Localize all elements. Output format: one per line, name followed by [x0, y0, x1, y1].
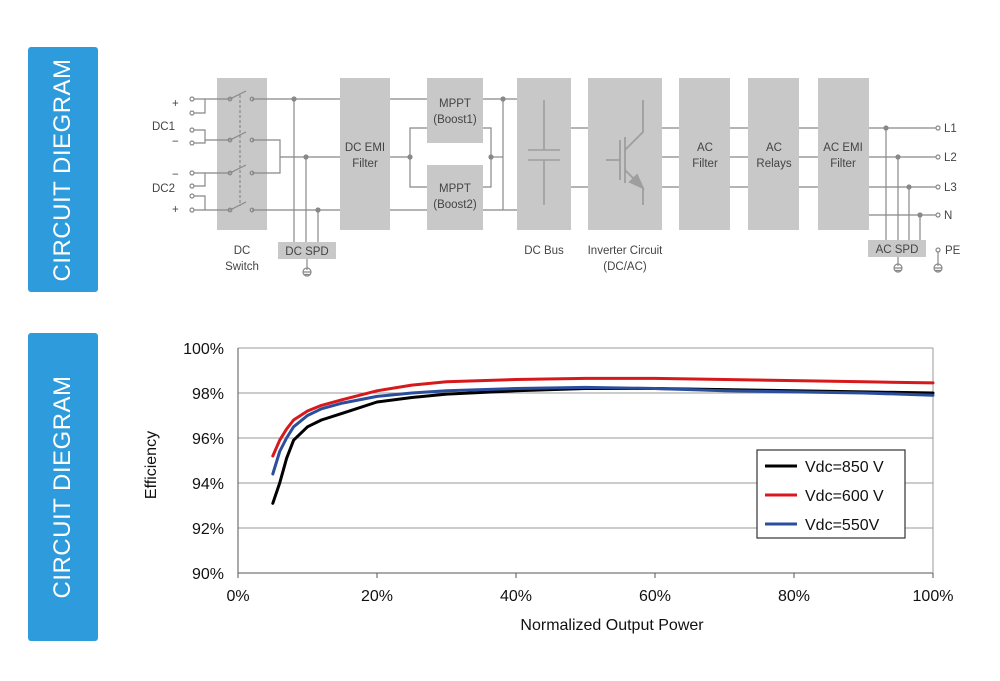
legend-label: Vdc=550V — [805, 517, 880, 534]
ac-relays-label-1: AC — [766, 142, 782, 154]
dc-input-wiring — [189, 90, 340, 277]
ac-filter-block — [679, 78, 730, 230]
ac-output-wiring — [869, 125, 943, 273]
y-tick-label: 90% — [192, 566, 224, 583]
series-line-2 — [271, 385, 935, 476]
ac-relays-block — [748, 78, 799, 230]
ac-emi-label-2: Filter — [830, 158, 856, 170]
x-tick-label: 40% — [500, 588, 532, 605]
dc-spd-block — [278, 242, 336, 259]
y-tick-label: 100% — [183, 341, 224, 358]
dc-spd-label: DC SPD — [285, 246, 328, 258]
legend-label: Vdc=850 V — [805, 459, 884, 476]
mppt2-label-1: MPPT — [439, 183, 471, 195]
ac-filter-label-2: Filter — [692, 158, 718, 170]
mppt-wiring — [390, 96, 517, 211]
x-tick-label: 60% — [639, 588, 671, 605]
circuit-diagram: + DC1 − − DC2 + DC Switch DC SPD DC EMI … — [152, 78, 961, 277]
minus-label-2: − — [172, 169, 179, 181]
chart-series — [271, 376, 935, 505]
y-tick-label: 94% — [192, 476, 224, 493]
plus-label-1: + — [172, 98, 179, 110]
chart-xlabel: Normalized Output Power — [520, 617, 704, 634]
legend-box — [756, 449, 906, 539]
output-l2: L2 — [944, 152, 957, 164]
output-l1: L1 — [944, 123, 957, 135]
inverter-label-1: Inverter Circuit — [588, 245, 664, 257]
dc-emi-label-1: DC EMI — [345, 142, 385, 154]
mppt1-label-2: (Boost1) — [433, 114, 477, 126]
dc-switch-block — [217, 78, 267, 230]
dc-emi-block — [340, 78, 390, 230]
mppt2-label-2: (Boost2) — [433, 199, 477, 211]
series-line-1 — [271, 376, 935, 458]
chart-legend: Vdc=850 V Vdc=600 V Vdc=550V — [756, 449, 906, 539]
dc1-label: DC1 — [152, 121, 175, 133]
output-l3: L3 — [944, 182, 957, 194]
ac-emi-block — [818, 78, 869, 230]
output-n: N — [944, 210, 952, 222]
x-tick-label: 20% — [361, 588, 393, 605]
chart-grid — [237, 347, 934, 578]
output-pe: PE — [945, 245, 961, 257]
igbt-icon — [606, 100, 645, 205]
ac-filter-label-1: AC — [697, 142, 713, 154]
dc-bus-label: DC Bus — [524, 245, 564, 257]
inverter-label-2: (DC/AC) — [603, 261, 647, 273]
dc2-label: DC2 — [152, 183, 175, 195]
ac-relays-label-2: Relays — [756, 158, 791, 170]
y-tick-label: 98% — [192, 386, 224, 403]
ac-spd-label: AC SPD — [876, 244, 919, 256]
plus-label-2: + — [172, 204, 179, 216]
dc-switch-label-2: Switch — [225, 261, 259, 273]
chart-ylabel: Efficiency — [143, 431, 160, 499]
side-tab-bottom-label: CIRCUIT DIEGRAM — [49, 375, 76, 599]
mppt1-label-1: MPPT — [439, 98, 471, 110]
side-tab-bottom: CIRCUIT DIEGRAM — [28, 333, 98, 641]
mppt2-block — [427, 165, 483, 230]
side-tab-top: CIRCUIT DIEGRAM — [28, 47, 98, 292]
ac-spd-block — [868, 240, 926, 257]
dc-switch-label-1: DC — [234, 245, 251, 257]
mppt1-block — [427, 78, 483, 143]
x-tick-label: 0% — [226, 588, 249, 605]
series-line-0 — [271, 387, 935, 505]
dc-bus-wiring — [528, 100, 818, 205]
y-tick-label: 96% — [192, 431, 224, 448]
x-tick-label: 100% — [913, 588, 954, 605]
ac-emi-label-1: AC EMI — [823, 142, 863, 154]
dc-emi-label-2: Filter — [352, 158, 378, 170]
y-tick-label: 92% — [192, 521, 224, 538]
chart-ticks: 90% 92% 94% 96% 98% 100% 0% 20% 40% 60% 80% 100% — [183, 341, 953, 605]
x-tick-label: 80% — [778, 588, 810, 605]
legend-label: Vdc=600 V — [805, 488, 884, 505]
minus-label-1: − — [172, 136, 179, 148]
